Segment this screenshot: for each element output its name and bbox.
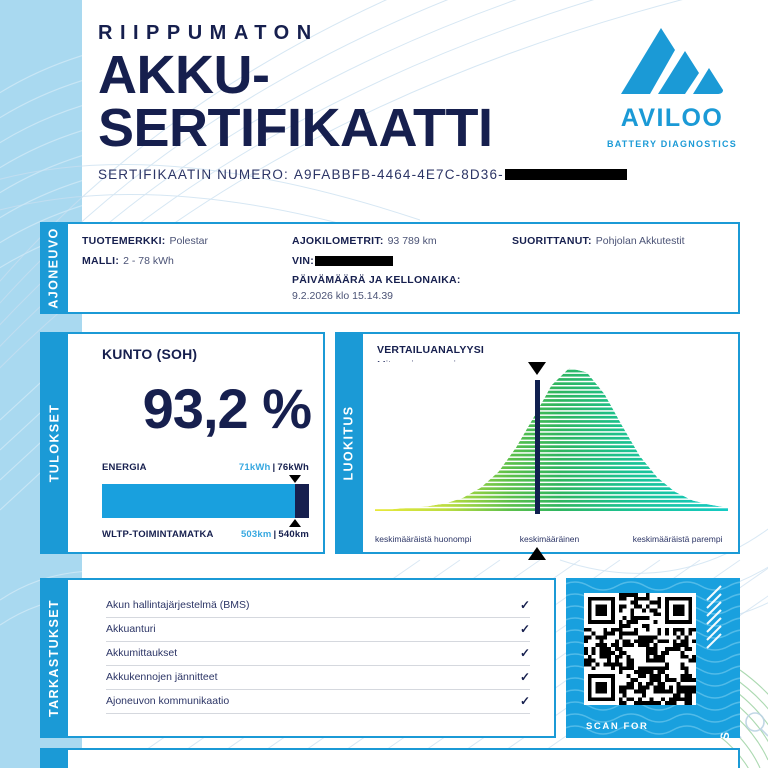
check-label: Akkukennojen jännitteet [106,671,218,683]
vehicle-performer-row: SUORITTANUT: Pohjolan Akkutestit [512,236,724,247]
energy-nominal: 76kWh [277,462,309,473]
range-label: WLTP-TOIMINTAMATKA [102,529,214,540]
vehicle-column-measurement: AJOKILOMETRIT: 93 789 km VIN: PÄIVÄMÄÄRÄ… [292,236,512,312]
qr-scan-label: SCAN FOR [586,721,649,732]
check-mark-icon: ✓ [519,622,530,636]
vehicle-position-marker-top-icon [528,362,547,375]
vehicle-brand-row: TUOTEMERKKI: Polestar [82,236,292,247]
vehicle-card: AJONEUVO TUOTEMERKKI: Polestar MALLI: 2 … [40,222,740,314]
check-row: Akkukennojen jännitteet ✓ [106,666,530,690]
vehicle-column-performer: SUORITTANUT: Pohjolan Akkutestit [512,236,724,312]
results-card: TULOKSET KUNTO (SOH) 93,2 % ENERGIA 71kW… [40,332,325,554]
comparison-chart [375,362,728,560]
check-row: Akun hallintajärjestelmä (BMS) ✓ [106,594,530,618]
vehicle-performer-label: SUORITTANUT: [512,235,592,247]
vehicle-vin-label: VIN: [292,254,314,267]
qr-card[interactable]: SCAN FOR DETAILS [566,578,740,738]
aviloo-tagline: BATTERY DIAGNOSTICS [606,139,738,149]
vehicle-odometer-value: 93 789 km [387,235,437,247]
check-mark-icon: ✓ [519,598,530,612]
check-row: Akkuanturi ✓ [106,618,530,642]
qr-details-label: DETAILS [720,730,732,738]
checks-tab: TARKASTUKSET [40,578,68,738]
vehicle-position-marker [534,380,540,514]
check-mark-icon: ✓ [519,694,530,708]
check-row: Akkumittaukset ✓ [106,642,530,666]
soh-bar-fill [102,484,295,518]
results-tab-label: TULOKSET [47,403,61,483]
vehicle-brand-value: Polestar [169,235,209,247]
qr-code-icon[interactable] [584,593,696,705]
checks-tab-label: TARKASTUKSET [47,599,61,717]
check-label: Akkuanturi [106,623,156,635]
aviloo-wordmark: AVILOO [620,104,724,132]
axis-label-better: keskimääräistä parempi [632,534,723,544]
energy-current: 71kWh [238,462,271,473]
energy-values: 71kWh | 76kWh [239,462,309,473]
vehicle-column-identity: TUOTEMERKKI: Polestar MALLI: 2 - 78 kWh [82,236,292,312]
axis-label-average: keskimääräinen [519,534,580,544]
vehicle-model-row: MALLI: 2 - 78 kWh [82,254,292,267]
rating-tab-label: LUOKITUS [342,405,356,481]
vehicle-datetime-value: 9.2.2026 klo 15.14.39 [292,289,394,302]
soh-bars: ENERGIA 71kWh | 76kWh WLTP-TOIMINTAMATKA 5… [102,462,309,540]
soh-bar-track [102,475,309,527]
bell-curve-graphic [375,362,728,513]
vehicle-vin-redaction [315,255,393,266]
next-section-tab [40,748,68,768]
soh-value: 93,2 % [142,377,312,440]
range-label-row: WLTP-TOIMINTAMATKA 503km | 540km [102,529,309,540]
vehicle-model-value: 2 - 78 kWh [123,254,174,267]
vehicle-tab: AJONEUVO [40,222,68,314]
vehicle-datetime-row: PÄIVÄMÄÄRÄ JA KELLONAIKA: [292,275,512,286]
range-nominal: 540km [278,529,309,540]
vehicle-performer-value: Pohjolan Akkutestit [595,235,685,247]
rating-title: VERTAILUANALYYSI [377,344,485,356]
rating-card-body: VERTAILUANALYYSI Miten ajoneuvosi vertau… [363,332,740,560]
range-current: 503km [240,529,272,540]
certificate-number-value: A9FABBFB-4464-4E7C-8D36- [293,166,504,182]
checks-card-body: Akun hallintajärjestelmä (BMS) ✓ Akkuantur… [68,578,556,738]
certificate-number-label: SERTIFIKAATIN NUMERO: [98,166,289,182]
aviloo-bars-icon [621,28,723,94]
range-separator: | [273,529,277,540]
check-label: Ajoneuvon kommunikaatio [106,695,230,707]
check-label: Akkumittaukset [106,647,178,659]
check-mark-icon: ✓ [519,646,530,660]
rating-tab: LUOKITUS [335,332,363,554]
vehicle-odometer-label: AJOKILOMETRIT: [292,235,384,247]
energy-label: ENERGIA [102,462,147,473]
energy-label-row: ENERGIA 71kWh | 76kWh [102,462,309,473]
next-section-card [40,748,740,768]
results-card-body: KUNTO (SOH) 93,2 % ENERGIA 71kWh | 76kWh W… [68,332,325,554]
vehicle-card-body: TUOTEMERKKI: Polestar MALLI: 2 - 78 kWh … [68,222,740,314]
check-label: Akun hallintajärjestelmä (BMS) [106,599,250,611]
energy-separator: | [272,462,276,473]
certificate-number-row: SERTIFIKAATIN NUMERO: A9FABBFB-4464-4E7C… [98,167,748,182]
soh-marker-top-icon [288,475,301,483]
vehicle-tab-label: AJONEUVO [47,227,62,309]
check-row: Ajoneuvon kommunikaatio ✓ [106,690,530,714]
soh-marker-bottom-icon [288,519,301,527]
vehicle-odometer-row: AJOKILOMETRIT: 93 789 km [292,236,512,247]
results-tab: TULOKSET [40,332,68,554]
rating-card: LUOKITUS VERTAILUANALYYSI Miten ajoneuvo… [335,332,740,560]
aviloo-logo: AVILOO BATTERY DIAGNOSTICS [606,24,738,149]
vehicle-datetime-label: PÄIVÄMÄÄRÄ JA KELLONAIKA: [292,274,461,286]
certificate-number-redaction [504,168,627,180]
vehicle-brand-label: TUOTEMERKKI: [82,235,166,247]
check-mark-icon: ✓ [519,670,530,684]
vehicle-model-label: MALLI: [82,254,120,267]
vehicle-position-marker-bottom-icon [528,547,547,560]
next-section-body [68,748,740,768]
axis-label-worse: keskimääräistä huonompi [375,534,472,544]
soh-title: KUNTO (SOH) [102,346,198,362]
checks-card: TARKASTUKSET Akun hallintajärjestelmä (B… [40,578,556,738]
range-values: 503km | 540km [241,529,309,540]
vehicle-vin-row: VIN: [292,254,512,267]
checks-list: Akun hallintajärjestelmä (BMS) ✓ Akkuantur… [106,594,530,714]
